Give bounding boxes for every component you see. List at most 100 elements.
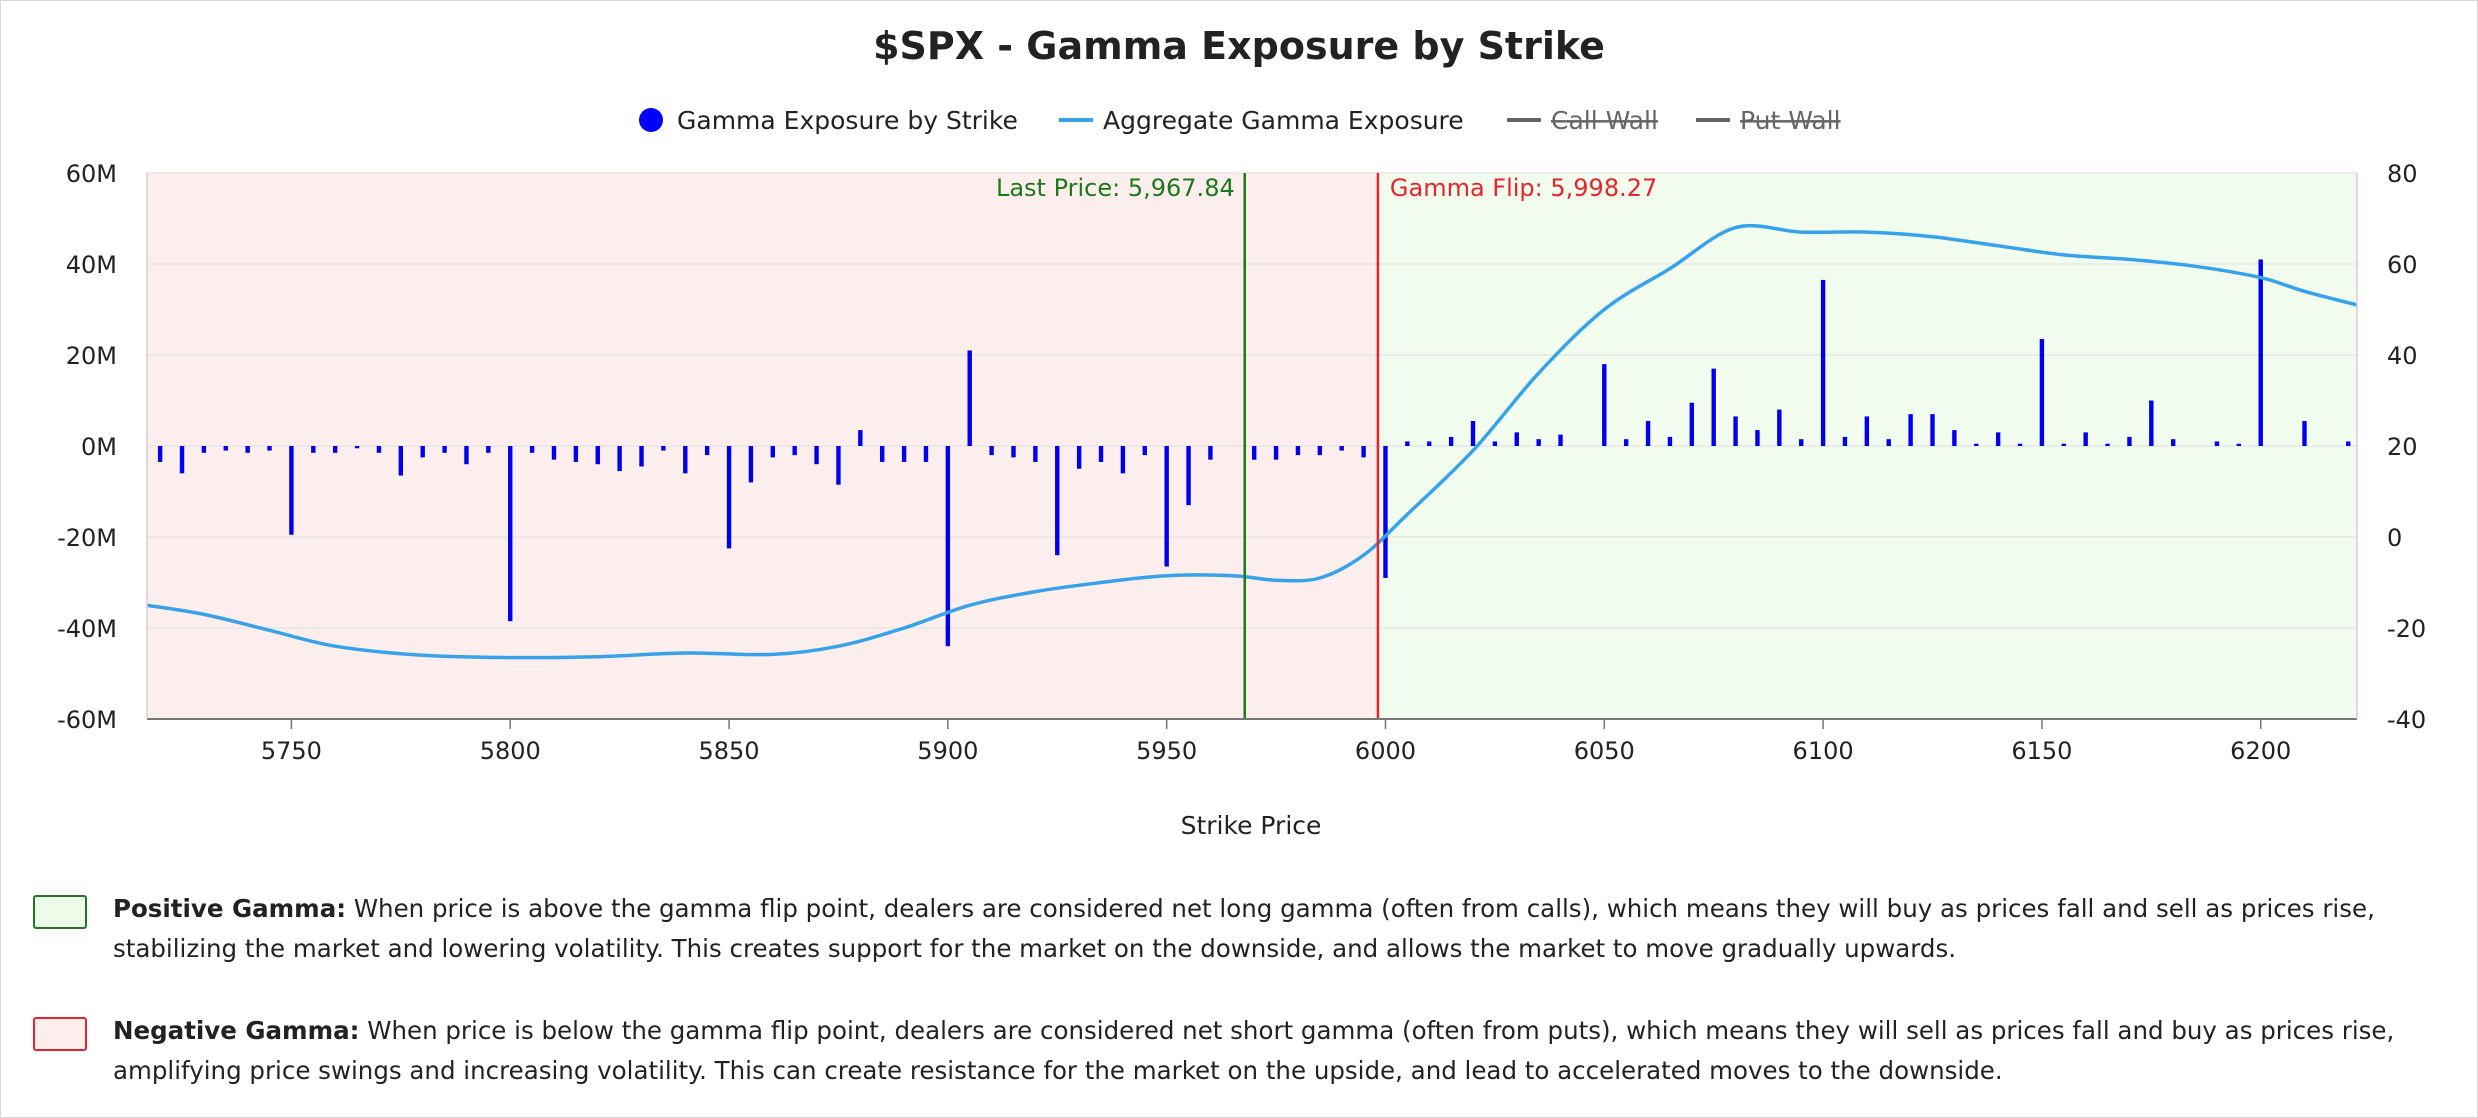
y-right-tick-label: -20 [2387,615,2426,643]
y-left-tick-label: -20M [57,524,117,552]
gamma-bar [1011,446,1016,458]
gamma-bar [836,446,841,485]
positive-gamma-note: Positive Gamma: When price is above the … [33,889,2433,969]
gamma-bar [245,446,250,453]
gamma-bar [289,446,294,535]
gamma-bar [704,446,710,456]
gamma-bar [1186,446,1191,506]
gamma-bar [1667,436,1673,446]
aggregate-curve [146,223,2358,660]
y-left-tick-label: -60M [57,706,117,734]
gamma-bar [2258,259,2263,446]
gamma-bar [2017,443,2023,446]
axes: 5750 5800 5850 5900 5950 6000 6050 6100 6150 6200… [57,160,2426,765]
gamma-bar [1908,414,1913,446]
legend-label: Aggregate Gamma Exposure [1103,106,1464,135]
gamma-bar [2170,439,2176,446]
negative-gamma-description: When price is below the gamma flip point… [113,1016,2395,1085]
gamma-bar [748,446,754,483]
gamma-bar [464,446,469,465]
gamma-bar [1295,446,1301,456]
gamma-bar [1733,416,1738,446]
gamma-bar [1317,446,1323,456]
gamma-bar [1820,279,1826,446]
legend-label: Put Wall [1740,106,1841,135]
gamma-bar [1711,368,1716,446]
y-right-tick-label: 20 [2387,433,2418,461]
y-right-tick-label: 40 [2387,342,2418,370]
gamma-bar [683,446,688,474]
legend-item-gamma-exposure-by-strike[interactable]: Gamma Exposure by Strike [639,106,1018,135]
gamma-bar [923,446,929,462]
gamma-bar [1120,446,1126,474]
gamma-bar [1623,439,1629,446]
gamma-bar [1952,430,1957,446]
gamma-bar [661,446,666,451]
gamma-bar [1383,446,1388,578]
gamma-bar [1558,434,1563,446]
gamma-bar [1886,439,1891,446]
gamma-flip-label: Gamma Flip: 5,998.27 [1390,174,1657,202]
gamma-bar [1930,414,1935,446]
x-tick-label: 6000 [1355,737,1416,765]
gamma-bar [223,446,228,451]
gamma-bar [1339,446,1344,451]
y-right-tick-label: 0 [2387,524,2402,552]
y-right-tick-label: -40 [2387,706,2426,734]
y-right-tick-label: 60 [2387,251,2418,279]
legend-label: Call Wall [1551,106,1658,135]
gamma-bar [1689,402,1695,446]
x-tick-label: 5800 [480,737,541,765]
gamma-bar [792,446,797,456]
gamma-bar [1208,446,1213,460]
gamma-bar [1492,441,1498,446]
legend-item-put-wall[interactable]: Put Wall [1696,106,1841,135]
x-tick-label: 5900 [917,737,978,765]
gamma-bar [945,446,951,647]
gamma-bar [1273,446,1279,460]
gamma-bar [1033,446,1038,462]
gamma-bar [967,350,972,446]
gamma-bar [332,446,338,453]
y-left-tick-label: 60M [66,160,117,188]
gamma-bar [2105,443,2110,446]
gamma-bar [573,446,579,462]
x-tick-label: 5950 [1136,737,1197,765]
y-left-tick-label: 40M [66,251,117,279]
gamma-bar [901,446,907,462]
chart-title: $SPX - Gamma Exposure by Strike [873,24,1605,68]
legend-item-call-wall[interactable]: Call Wall [1507,106,1658,135]
gamma-bar [1405,441,1410,446]
gamma-bar [398,446,404,476]
gamma-bar [1864,416,1870,446]
gamma-bar [1514,432,1519,446]
gamma-bar [376,446,382,453]
legend-item-aggregate-gamma-exposure[interactable]: Aggregate Gamma Exposure [1059,106,1464,135]
gamma-bar [1799,439,1804,446]
x-tick-label: 6100 [1793,737,1854,765]
negative-gamma-title: Negative Gamma: [113,1016,360,1045]
x-tick-label: 6150 [2011,737,2072,765]
gamma-bar [1470,420,1476,446]
gamma-bar [1536,439,1541,446]
gamma-bar [1076,446,1082,469]
gamma-bar [617,446,622,472]
gamma-bar [179,446,185,474]
x-axis-label: Strike Price [1181,811,1322,840]
gamma-bar [1755,430,1760,446]
gamma-bar [639,446,644,467]
gamma-bar [2214,441,2220,446]
gamma-bar [1361,446,1366,458]
gamma-bar [1602,364,1607,446]
gamma-bar [814,446,819,465]
gamma-bar [2083,432,2088,446]
gamma-bar [1251,446,1257,460]
gamma-bar [1164,446,1169,567]
gamma-bar [770,446,776,458]
positive-gamma-text: Positive Gamma: When price is above the … [113,889,2433,969]
gamma-bar [1995,432,2001,446]
gamma-bar [858,430,863,446]
gamma-bar [267,446,272,451]
x-tick-label: 5850 [699,737,760,765]
legend-dot-icon [639,108,663,132]
